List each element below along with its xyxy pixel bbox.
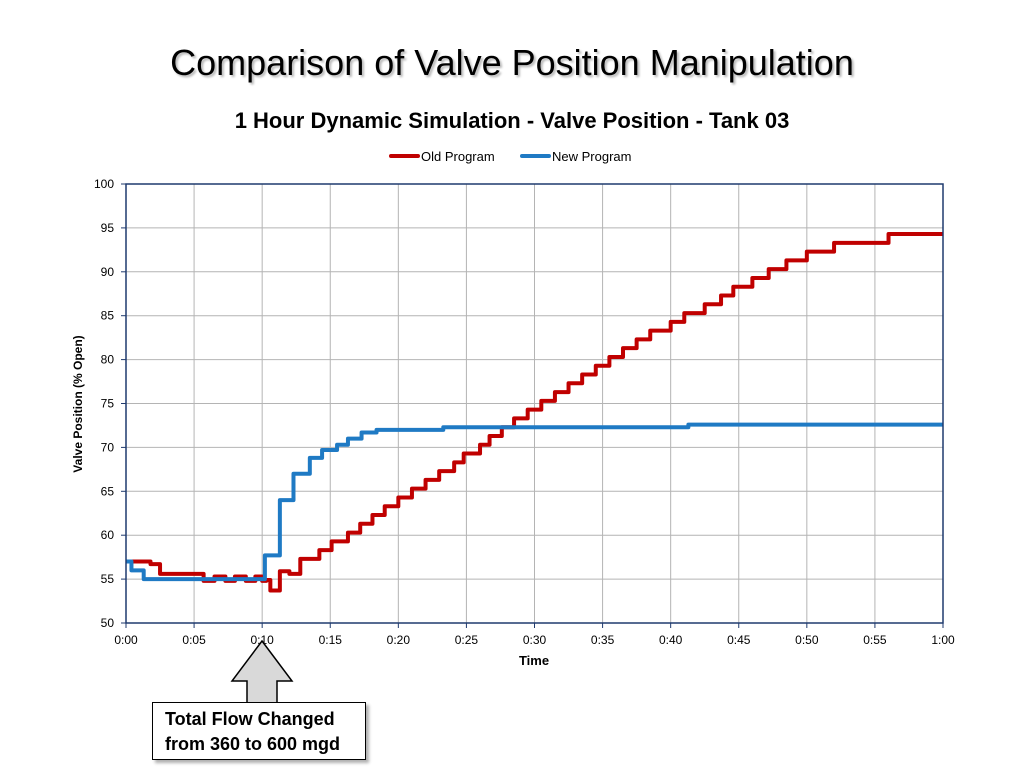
x-tick-label: 0:50 xyxy=(795,633,819,647)
y-tick-label: 65 xyxy=(101,484,115,498)
y-tick-label: 90 xyxy=(101,265,115,279)
y-tick-label: 60 xyxy=(101,528,115,542)
x-tick-label: 0:40 xyxy=(659,633,683,647)
callout-box: Total Flow Changed from 360 to 600 mgd xyxy=(152,702,366,760)
x-tick-label: 0:30 xyxy=(523,633,547,647)
x-tick-label: 1:00 xyxy=(931,633,955,647)
legend: Old Program New Program xyxy=(389,149,631,164)
x-tick-label: 0:15 xyxy=(319,633,343,647)
y-tick-label: 100 xyxy=(94,177,114,191)
x-tick-label: 0:20 xyxy=(387,633,411,647)
y-tick-label: 50 xyxy=(101,616,115,630)
x-tick-label: 0:55 xyxy=(863,633,887,647)
callout-line-2: from 360 to 600 mgd xyxy=(165,734,341,754)
callout-line-1: Total Flow Changed xyxy=(165,709,335,729)
y-tick-label: 55 xyxy=(101,572,115,586)
x-tick-label: 0:35 xyxy=(591,633,615,647)
y-tick-label: 95 xyxy=(101,221,115,235)
x-tick-label: 0:25 xyxy=(455,633,479,647)
slide-title: Comparison of Valve Position Manipulatio… xyxy=(170,42,854,83)
chart-title: 1 Hour Dynamic Simulation - Valve Positi… xyxy=(234,108,790,133)
legend-label-old-program: Old Program xyxy=(421,149,495,164)
y-axis-label: Valve Position (% Open) xyxy=(71,335,85,472)
x-axis-label: Time xyxy=(519,653,549,668)
x-tick-label: 0:10 xyxy=(250,633,274,647)
series-line-new-program xyxy=(126,422,943,582)
callout-arrow xyxy=(230,639,294,705)
x-tick-label: 0:00 xyxy=(114,633,138,647)
y-tick-label: 75 xyxy=(101,397,115,411)
legend-label-new-program: New Program xyxy=(552,149,631,164)
y-tick-label: 80 xyxy=(101,353,115,367)
series-lines xyxy=(126,232,943,593)
tick-labels: 50 55 60 65 70 75 80 85 90 95 100 0:00 0:05 0:10 0:15 0… xyxy=(94,177,955,647)
y-tick-label: 70 xyxy=(101,440,115,454)
y-tick-label: 85 xyxy=(101,309,115,323)
x-tick-label: 0:45 xyxy=(727,633,751,647)
x-tick-label: 0:05 xyxy=(182,633,206,647)
